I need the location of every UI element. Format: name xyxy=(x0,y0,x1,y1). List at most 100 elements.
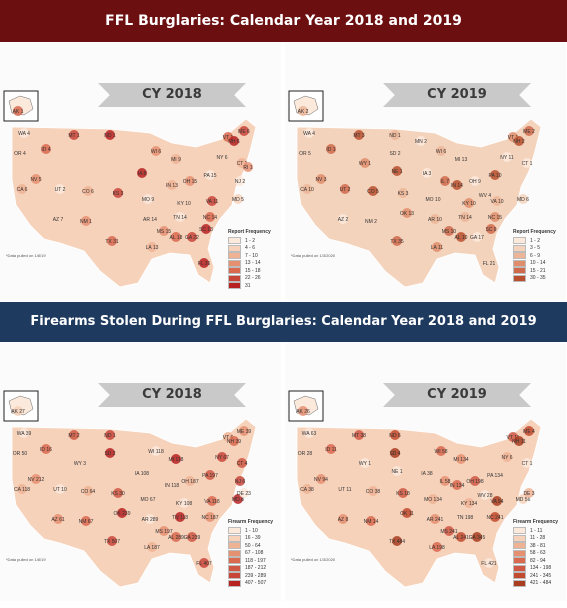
state-label-ky: KY 134 xyxy=(461,501,478,507)
state-region-md xyxy=(233,194,243,204)
state-label-oh: OH 187 xyxy=(181,479,198,485)
state-region-ky xyxy=(179,198,189,208)
state-region-ne xyxy=(392,466,402,476)
state-label-nv: NV 3 xyxy=(315,177,326,183)
frequency-legend: Firearm Frequency 1 - 10 16 - 39 50 - 64 67 … xyxy=(228,519,273,587)
state-label-oh: OH 15 xyxy=(183,179,198,185)
state-label-ak: AK 1 xyxy=(13,109,24,115)
legend-range: 67 - 108 xyxy=(245,550,264,557)
legend-swatch xyxy=(228,542,241,550)
year-ribbon: CY 2018 xyxy=(98,383,246,407)
legend-range: 4 - 6 xyxy=(245,245,256,252)
state-label-wa: WA 4 xyxy=(303,131,315,137)
state-label-ga: GA 345 xyxy=(469,535,486,541)
legend-swatch xyxy=(513,557,526,565)
data-pulled-note: *Data pulled on 1/3/2020 xyxy=(291,557,336,562)
panel-burglaries-2018: WA 4 OR 4 CA 6 NV 5 ID 4 MT 1 ND 1 UT 2 AZ 7 CO 6… xyxy=(0,43,281,301)
state-label-al: AL 289 xyxy=(168,535,184,541)
state-label-az: AZ 2 xyxy=(338,217,349,223)
state-label-mt: MT 1 xyxy=(68,133,80,139)
state-label-mn: MN 2 xyxy=(415,139,427,145)
state-label-ms: MS 10 xyxy=(442,229,457,235)
state-label-oh: OH 9 xyxy=(469,179,481,185)
state-label-la: LA 198 xyxy=(429,545,445,551)
state-region-va xyxy=(207,496,217,506)
legend-range: 16 - 39 xyxy=(245,535,261,542)
legend-range: 22 - 26 xyxy=(245,275,261,282)
state-region-wi xyxy=(151,146,161,156)
state-region-tx xyxy=(392,236,402,246)
state-region-fl xyxy=(484,258,494,268)
state-region-mt xyxy=(354,430,364,440)
state-label-ga: GA 239 xyxy=(184,535,201,541)
state-region-in xyxy=(452,480,462,490)
firearms-banner: Firearms Stolen During FFL Burglaries: C… xyxy=(0,302,567,342)
state-label-ct: CT 1 xyxy=(522,461,533,467)
legend-range: 134 - 198 xyxy=(530,565,552,572)
legend-range: 10 - 14 xyxy=(530,260,546,267)
state-region-va xyxy=(207,196,217,206)
state-label-ok: OK 13 xyxy=(400,211,414,217)
us-map-outline xyxy=(11,418,257,588)
state-region-mo xyxy=(143,194,153,204)
state-label-nh: NH 6 xyxy=(228,139,240,145)
legend-item: 1 - 10 xyxy=(228,527,273,535)
state-region-ga xyxy=(472,532,482,542)
state-region-ca xyxy=(17,184,27,194)
state-label-nc: NC 187 xyxy=(202,515,219,521)
state-label-mi: MI 118 xyxy=(169,457,184,463)
state-label-co: CO 38 xyxy=(366,489,381,495)
legend-swatch xyxy=(228,549,241,557)
state-region-ia xyxy=(422,168,432,178)
legend-swatch xyxy=(513,267,526,275)
state-region-ar xyxy=(430,514,440,524)
state-label-ne: NE 1 xyxy=(391,169,402,175)
state-label-wi: WI 58 xyxy=(434,449,447,455)
state-region-pa xyxy=(490,470,500,480)
state-label-ar: AR 289 xyxy=(142,517,159,523)
state-region-tn xyxy=(460,512,470,522)
state-region-ms xyxy=(444,526,454,536)
data-pulled-note: *Data pulled on 1/8/19 xyxy=(6,253,46,258)
state-label-ny: NY 6 xyxy=(216,155,227,161)
state-label-ok: OK 239 xyxy=(114,511,131,517)
legend-range: 11 - 28 xyxy=(530,535,546,542)
state-region-wa xyxy=(19,428,29,438)
state-label-id: ID 1 xyxy=(326,147,335,153)
state-region-wi xyxy=(436,146,446,156)
state-region-ga xyxy=(187,232,197,242)
state-label-co: CO 6 xyxy=(82,189,94,195)
year-ribbon: CY 2018 xyxy=(98,83,246,107)
state-region-wa xyxy=(304,128,314,138)
legend-swatch xyxy=(513,542,526,550)
state-label-me: ME 6 xyxy=(238,129,250,135)
legend-swatch xyxy=(513,252,526,260)
state-label-id: ID 4 xyxy=(41,147,50,153)
state-label-az: AZ 8 xyxy=(338,517,349,523)
legend-item: 4 - 6 xyxy=(228,244,271,253)
state-label-sc: SC 13 xyxy=(199,227,213,233)
state-region-ak xyxy=(13,406,23,416)
legend-item: 13 - 14 xyxy=(228,259,271,268)
state-label-tx: TX 507 xyxy=(104,539,120,545)
frequency-legend: Firearm Frequency 1 - 11 11 - 28 38 - 81 58 … xyxy=(513,519,558,587)
state-region-nv xyxy=(31,474,41,484)
state-region-ms xyxy=(444,226,454,236)
state-region-wa xyxy=(304,428,314,438)
state-label-la: LA 11 xyxy=(431,245,444,251)
legend-title: Firearm Frequency xyxy=(228,519,274,525)
state-region-ct xyxy=(522,158,532,168)
state-label-md: MD 6 xyxy=(517,197,529,203)
state-region-nj xyxy=(235,176,245,186)
state-label-mi: MI 9 xyxy=(171,157,181,163)
state-region-oh xyxy=(470,176,480,186)
state-label-ks: KS 3 xyxy=(398,191,409,197)
legend-swatch xyxy=(228,579,241,587)
state-label-az: AZ 61 xyxy=(51,517,65,523)
legend-item: 6 - 9 xyxy=(513,252,556,260)
state-label-mt: MT 3 xyxy=(353,133,365,139)
state-region-tn xyxy=(175,212,185,222)
state-region-tn xyxy=(460,212,470,222)
state-label-nj: NJ 2 xyxy=(235,179,246,185)
